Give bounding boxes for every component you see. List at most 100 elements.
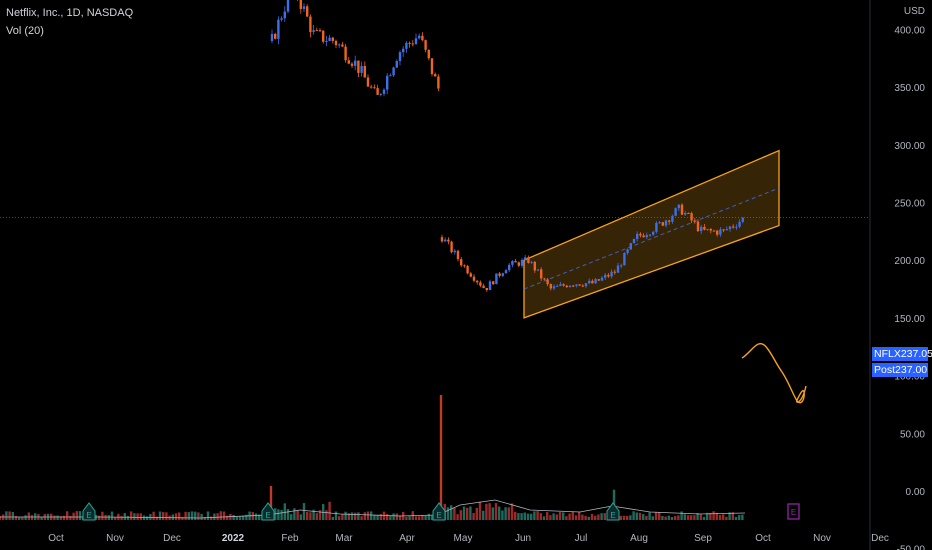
- candle-body: [600, 277, 604, 281]
- x-tick-label: Dec: [163, 533, 181, 544]
- volume-bar: [584, 515, 587, 520]
- volume-bar: [501, 510, 504, 520]
- volume-bar: [725, 516, 728, 520]
- candle-body: [398, 52, 402, 62]
- volume-bar: [603, 513, 606, 520]
- x-tick-label: Nov: [106, 533, 124, 544]
- volume-bar: [590, 513, 594, 520]
- candle-body: [588, 280, 591, 284]
- x-tick-label: Sep: [694, 533, 712, 544]
- candle-body: [286, 0, 290, 12]
- volume-bar: [62, 515, 66, 520]
- volume-bar: [523, 512, 526, 520]
- volume-bar: [254, 513, 258, 520]
- volume-bar: [661, 515, 664, 520]
- candle-body: [732, 226, 735, 228]
- y-tick-label: 400.00: [894, 25, 925, 36]
- candle-body: [280, 18, 283, 20]
- candle-body: [328, 37, 331, 42]
- candle-body: [456, 250, 460, 260]
- volume-bar: [354, 512, 357, 520]
- candle-body: [492, 281, 495, 285]
- volume-bar: [421, 515, 424, 520]
- volume-bar: [18, 516, 21, 520]
- candle-body: [671, 215, 674, 222]
- volume-bar: [350, 512, 354, 520]
- volume-bar: [546, 512, 549, 520]
- volume-bar: [514, 511, 517, 520]
- volume-spike-bar: [269, 485, 273, 520]
- volume-bar: [190, 511, 194, 520]
- volume-bar: [645, 515, 648, 520]
- volume-bar: [632, 511, 635, 520]
- volume-bar: [126, 515, 130, 520]
- volume-bar: [507, 507, 510, 520]
- volume-bar: [539, 513, 542, 520]
- candle-body: [725, 229, 728, 231]
- volume-bar: [174, 513, 178, 520]
- volume-bar: [568, 513, 571, 520]
- volume-bar: [734, 516, 738, 520]
- candle-body: [738, 221, 741, 227]
- volume-bar: [299, 514, 302, 520]
- candle-body: [690, 213, 693, 221]
- volume-bar: [325, 510, 328, 520]
- volume-bar: [293, 508, 296, 520]
- candle-body: [395, 61, 398, 68]
- candle-body: [357, 60, 360, 73]
- volume-bar: [296, 510, 299, 520]
- candle-body: [540, 269, 543, 279]
- candle-body: [626, 249, 629, 253]
- candle-body: [693, 220, 696, 222]
- x-tick-label: Oct: [755, 533, 771, 544]
- candle-body: [460, 259, 463, 266]
- candle-body: [485, 287, 488, 291]
- volume-bar: [69, 515, 72, 520]
- x-tick-label: Jun: [515, 533, 531, 544]
- candle-body: [322, 30, 325, 42]
- earnings-marker: [432, 502, 446, 521]
- candle-body: [299, 0, 302, 9]
- volume-bar: [75, 511, 78, 520]
- volume-bar: [408, 516, 411, 520]
- candle-body: [543, 278, 546, 280]
- candle-body: [354, 60, 357, 66]
- candle-body: [578, 284, 581, 286]
- candle-body: [668, 220, 671, 222]
- candle-body: [421, 35, 424, 41]
- volume-bar: [379, 513, 382, 520]
- volume-bar: [59, 516, 62, 520]
- volume-bar: [424, 515, 427, 520]
- candle-body: [597, 279, 600, 281]
- volume-bar: [619, 515, 622, 520]
- candle-body: [604, 274, 607, 278]
- volume-bar: [302, 503, 306, 520]
- volume-bar: [341, 513, 344, 520]
- candle-body: [632, 238, 636, 244]
- volume-bar: [133, 513, 136, 520]
- volume-bar: [344, 511, 347, 520]
- volume-bar: [27, 512, 30, 520]
- candle-body: [408, 42, 411, 44]
- volume-bar: [418, 516, 421, 520]
- earnings-marker: [606, 502, 620, 521]
- candle-body: [607, 274, 610, 277]
- earnings-marker-label: E: [610, 511, 615, 520]
- volume-bar: [574, 515, 578, 520]
- volume-bar: [216, 513, 219, 520]
- candle-body: [302, 6, 306, 9]
- volume-bar: [453, 508, 456, 520]
- candle-body: [338, 44, 341, 46]
- volume-bar: [699, 514, 702, 520]
- x-tick-label: Aug: [630, 533, 648, 544]
- candle-body: [520, 259, 524, 266]
- volume-bar: [581, 514, 584, 520]
- x-tick-label: Dec: [871, 533, 889, 544]
- candle-body: [495, 273, 498, 285]
- candle-body: [684, 212, 687, 215]
- candle-body: [594, 279, 597, 284]
- volume-bar: [642, 514, 645, 520]
- volume-bar: [472, 512, 475, 520]
- volume-bar: [597, 514, 600, 520]
